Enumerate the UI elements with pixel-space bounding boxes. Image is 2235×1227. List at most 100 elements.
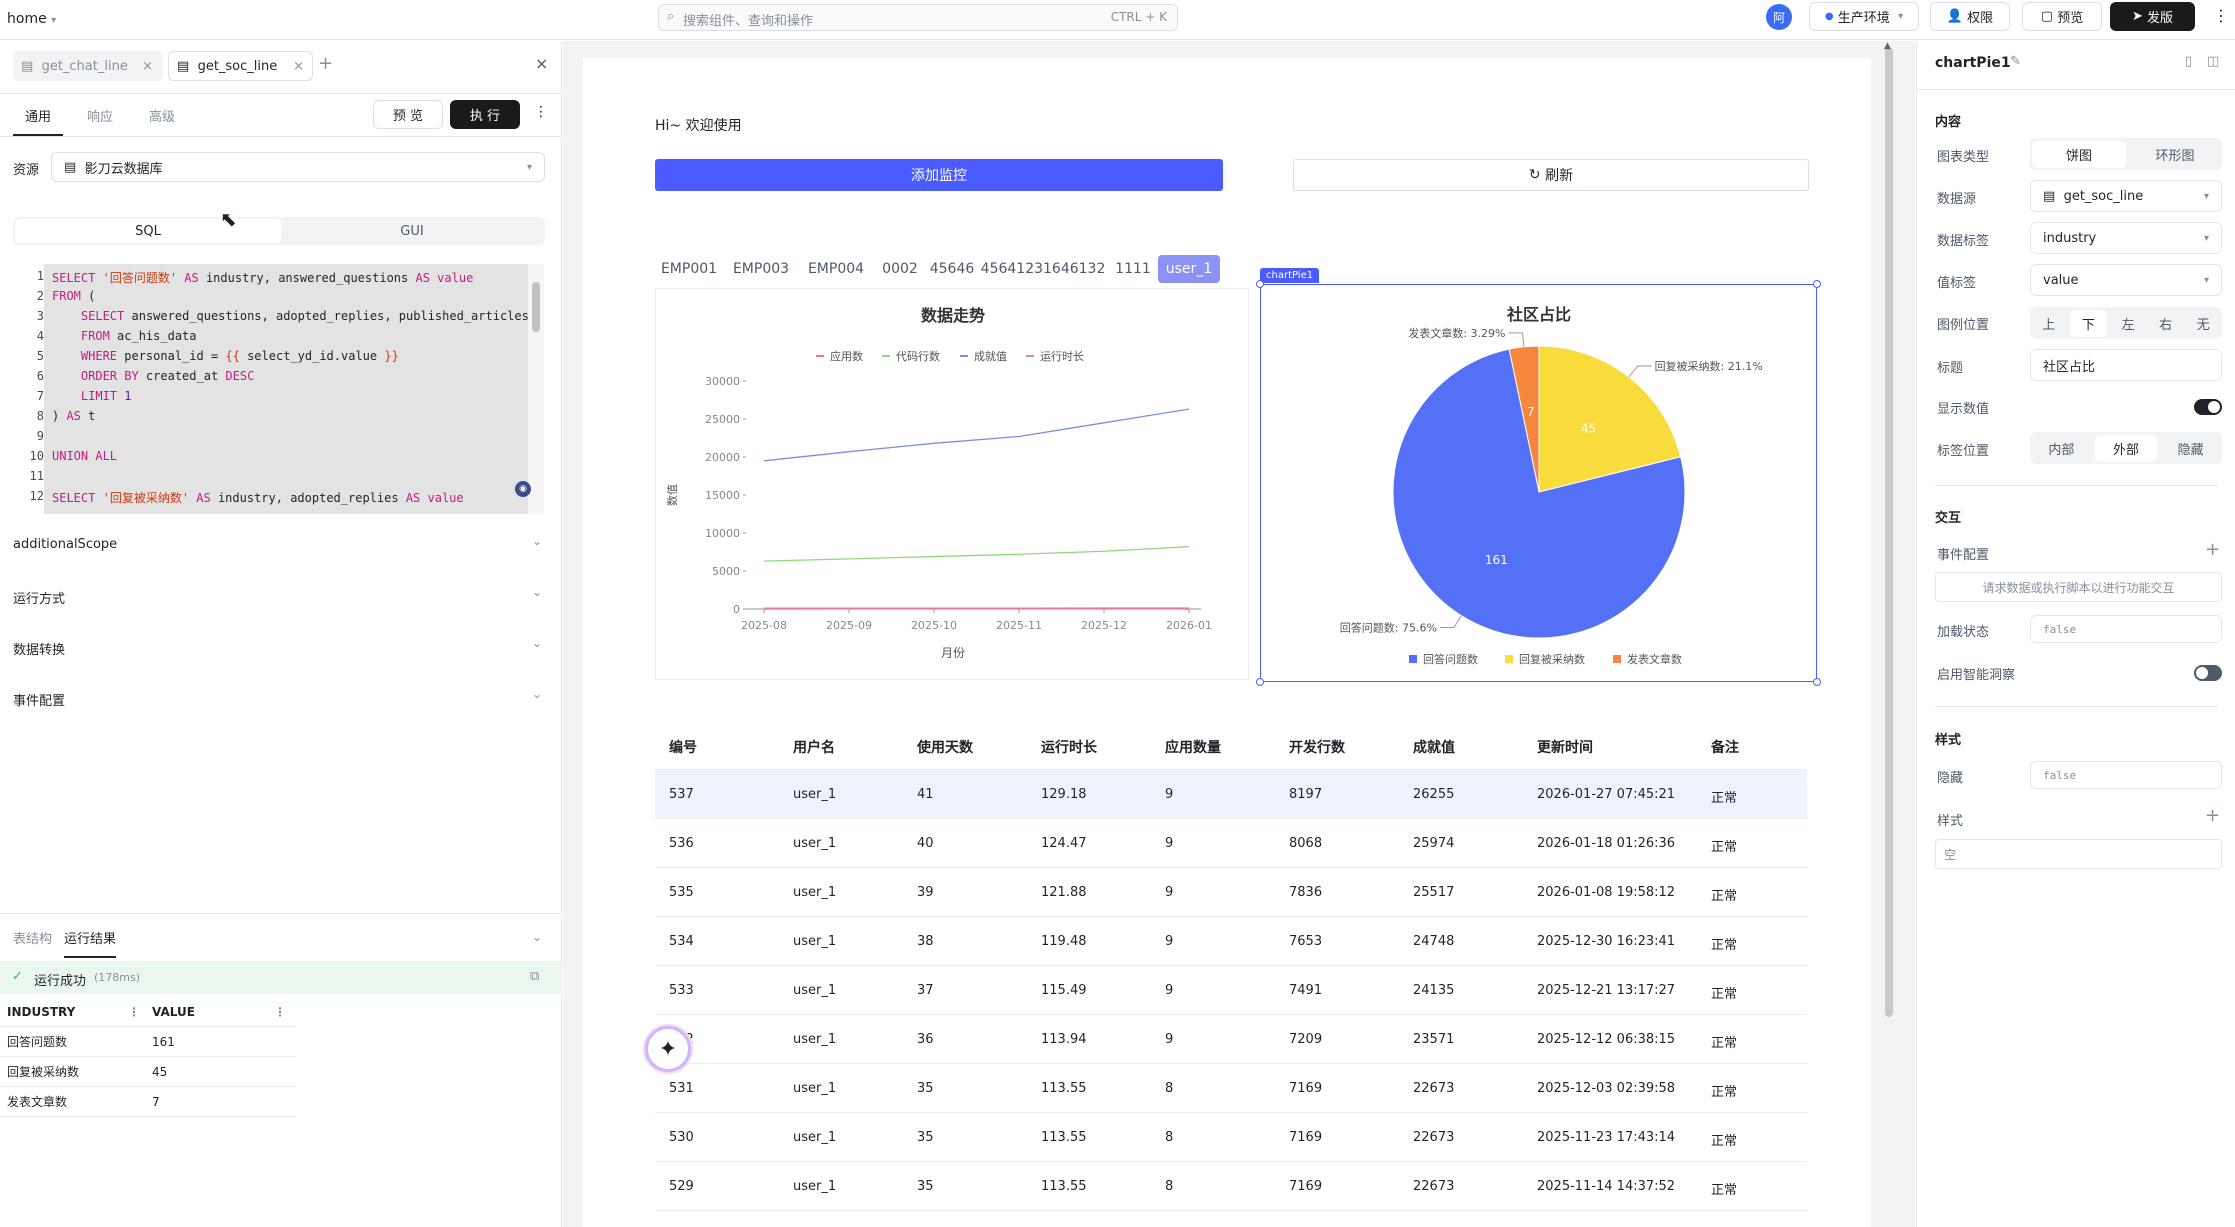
add-tab-icon[interactable]: +: [318, 53, 334, 74]
more-icon[interactable]: ⋮: [534, 104, 548, 120]
legend-bottom[interactable]: 下: [2069, 309, 2108, 337]
avatar[interactable]: 阿: [1766, 4, 1792, 30]
tab-get-chat-line[interactable]: ▤ get_chat_line ×: [13, 51, 163, 81]
legend-item[interactable]: 发表文章数: [1613, 652, 1682, 666]
book-icon[interactable]: ▯: [2185, 54, 2193, 69]
scroll-up-icon[interactable]: ▲: [1884, 41, 1891, 51]
section-header[interactable]: additionalScope: [13, 537, 117, 552]
column-menu-icon[interactable]: ⋮: [274, 1004, 286, 1019]
add-monitor-button[interactable]: 添加监控: [655, 159, 1223, 191]
run-query-button[interactable]: 执 行: [450, 100, 520, 129]
series-line[interactable]: [763, 408, 1190, 462]
mode-gui[interactable]: GUI: [400, 223, 424, 239]
legend-item[interactable]: 运行时长: [1026, 350, 1084, 363]
table-row[interactable]: 531 user_1 35 113.55 8 7169 22673 2025-12-03 02…: [655, 1064, 1807, 1113]
filter-chip[interactable]: EMP004: [807, 261, 865, 277]
resize-handle[interactable]: [1256, 280, 1264, 288]
sql-editor[interactable]: 1 SELECT '回答问题数' AS industry, answered_qu…: [14, 264, 544, 514]
legend-item[interactable]: 回复被采纳数: [1505, 652, 1585, 666]
resource-select[interactable]: ▤ 影刀云数据库 ▾: [51, 152, 545, 182]
table-row[interactable]: 529 user_1 35 113.55 8 7169 22673 2025-11-14 14…: [655, 1162, 1807, 1211]
style-input[interactable]: 空: [1935, 839, 2222, 869]
add-style-icon[interactable]: +: [2205, 805, 2221, 826]
label-outside[interactable]: 外部: [2094, 434, 2158, 462]
show-value-toggle[interactable]: [2194, 399, 2222, 415]
publish-button[interactable]: ➤ 发版: [2110, 2, 2195, 31]
legend-item[interactable]: 回答问题数: [1409, 652, 1478, 666]
chart-type-pie[interactable]: 饼图: [2032, 140, 2126, 168]
column-header[interactable]: 更新时间: [1537, 740, 1593, 756]
table-row[interactable]: 537 user_1 41 129.18 9 8197 26255 2026-01-27 07…: [655, 770, 1807, 819]
column-header[interactable]: 备注: [1711, 740, 1739, 756]
mode-sql[interactable]: SQL: [15, 219, 281, 243]
datasource-select[interactable]: ▤ get_soc_line ▾: [2030, 180, 2222, 212]
close-panel-icon[interactable]: ×: [535, 54, 549, 73]
resize-handle[interactable]: [1256, 678, 1264, 686]
legend-item[interactable]: 代码行数: [882, 350, 940, 363]
permission-button[interactable]: 👤 权限: [1930, 2, 2010, 31]
hidden-input[interactable]: false: [2030, 761, 2222, 789]
loading-input[interactable]: false: [2030, 615, 2222, 643]
legend-left[interactable]: 左: [2121, 317, 2135, 333]
filter-chip[interactable]: user_1: [1158, 255, 1220, 283]
table-row[interactable]: 530 user_1 35 113.55 8 7169 22673 2025-11-23 17…: [655, 1113, 1807, 1162]
more-icon[interactable]: ⋮: [2213, 6, 2229, 25]
assistant-icon[interactable]: ✦: [645, 1026, 691, 1072]
legend-none[interactable]: 无: [2196, 317, 2210, 333]
copy-icon[interactable]: ⧉: [530, 969, 540, 984]
chevron-down-icon[interactable]: ⌄: [532, 687, 543, 701]
subtab-advanced[interactable]: 高级: [149, 110, 176, 125]
search-input[interactable]: ⌕ 搜索组件、查询和操作 CTRL + K: [658, 4, 1178, 31]
resize-handle[interactable]: [1813, 280, 1821, 288]
legend-top[interactable]: 上: [2042, 317, 2056, 333]
table-row[interactable]: 534 user_1 38 119.48 9 7653 24748 2025-12-30 16…: [655, 917, 1807, 966]
table-row[interactable]: 533 user_1 37 115.49 9 7491 24135 2025-12-21 13…: [655, 966, 1807, 1015]
filter-chip[interactable]: 0002: [882, 261, 918, 277]
pie-chart-card[interactable]: 社区占比 7 发表文章数: 3.29% 45 回复被采纳数: 21.1% 161 回答问题数…: [1260, 284, 1817, 682]
tab-schema[interactable]: 表结构: [13, 932, 53, 947]
pie-slice[interactable]: [1392, 348, 1686, 639]
ai-assist-icon[interactable]: ◉: [515, 481, 531, 497]
preview-query-button[interactable]: 预 览: [373, 100, 443, 129]
layout-icon[interactable]: ◫: [2207, 54, 2220, 69]
filter-chip[interactable]: EMP003: [732, 261, 790, 277]
filter-chip[interactable]: EMP001: [660, 261, 718, 277]
tab-run-result[interactable]: 运行结果: [64, 932, 117, 947]
section-header[interactable]: 运行方式: [13, 588, 65, 607]
event-hint[interactable]: 请求数据或执行脚本以进行功能交互: [1935, 572, 2222, 602]
legend-right[interactable]: 右: [2159, 317, 2173, 333]
add-event-icon[interactable]: +: [2205, 539, 2221, 560]
section-header[interactable]: 事件配置: [13, 690, 65, 709]
series-line[interactable]: [763, 546, 1190, 562]
column-header[interactable]: 成就值: [1413, 740, 1455, 756]
chevron-down-icon[interactable]: ⌄: [532, 585, 543, 599]
filter-chip[interactable]: 45646: [929, 261, 975, 277]
column-header[interactable]: 用户名: [793, 740, 835, 756]
home-menu[interactable]: home ▾: [7, 11, 57, 27]
title-input[interactable]: 社区占比: [2030, 349, 2222, 381]
column-header[interactable]: 应用数量: [1165, 740, 1221, 756]
edit-icon[interactable]: ✎: [2010, 54, 2021, 69]
tab-get-soc-line[interactable]: ▤ get_soc_line ×: [168, 51, 313, 81]
resize-handle[interactable]: [1813, 678, 1821, 686]
valuelabel-select[interactable]: value ▾: [2030, 264, 2222, 296]
canvas-scrollbar[interactable]: [1885, 47, 1893, 1017]
column-header[interactable]: 使用天数: [917, 740, 973, 756]
close-icon[interactable]: ×: [293, 58, 304, 74]
column-header[interactable]: 编号: [669, 740, 697, 756]
chevron-down-icon[interactable]: ⌄: [532, 534, 543, 548]
table-row[interactable]: 536 user_1 40 124.47 9 8068 25974 2026-01-18 01…: [655, 819, 1807, 868]
table-row[interactable]: 535 user_1 39 121.88 9 7836 25517 2026-01-08 19…: [655, 868, 1807, 917]
section-header[interactable]: 数据转换: [13, 639, 65, 658]
env-select[interactable]: ● 生产环境 ▾: [1809, 2, 1919, 31]
editor-scrollbar[interactable]: [528, 264, 544, 514]
line-chart-card[interactable]: 数据走势 应用数 代码行数 成就值 运行时长 30000 25000 20000 15000 10…: [655, 288, 1249, 680]
label-inside[interactable]: 内部: [2048, 442, 2075, 458]
chart-type-donut[interactable]: 环形图: [2155, 148, 2195, 164]
chevron-down-icon[interactable]: ⌄: [532, 636, 543, 650]
column-header[interactable]: 开发行数: [1289, 740, 1345, 756]
close-icon[interactable]: ×: [142, 58, 153, 74]
legend-item[interactable]: 成就值: [960, 349, 1007, 363]
label-hidden[interactable]: 隐藏: [2177, 442, 2204, 458]
